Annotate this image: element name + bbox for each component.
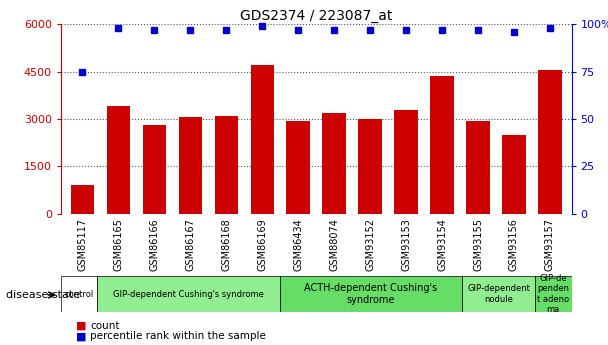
Text: GSM85117: GSM85117 <box>77 218 88 272</box>
Text: GSM93157: GSM93157 <box>545 218 555 272</box>
Text: GSM88074: GSM88074 <box>329 218 339 272</box>
Bar <box>359 119 382 214</box>
Text: GSM93154: GSM93154 <box>437 218 447 272</box>
Bar <box>538 70 562 214</box>
Text: GSM93155: GSM93155 <box>473 218 483 272</box>
Text: GSM93153: GSM93153 <box>401 218 411 272</box>
Text: ACTH-dependent Cushing's
syndrome: ACTH-dependent Cushing's syndrome <box>305 283 437 305</box>
Text: GIP-dependent
nodule: GIP-dependent nodule <box>467 284 530 304</box>
Text: GIP-dependent Cushing's syndrome: GIP-dependent Cushing's syndrome <box>113 289 264 299</box>
Text: ■: ■ <box>76 332 86 341</box>
Bar <box>502 135 526 214</box>
Bar <box>250 65 274 214</box>
Bar <box>430 76 454 214</box>
Bar <box>143 125 166 214</box>
Text: control: control <box>64 289 94 299</box>
Bar <box>322 113 346 214</box>
Bar <box>179 117 202 214</box>
Text: GSM86165: GSM86165 <box>113 218 123 272</box>
Text: GSM93156: GSM93156 <box>509 218 519 272</box>
Bar <box>395 110 418 214</box>
Bar <box>286 121 310 214</box>
Text: percentile rank within the sample: percentile rank within the sample <box>90 332 266 341</box>
Bar <box>280 276 462 312</box>
Bar <box>535 276 572 312</box>
Text: count: count <box>90 321 120 331</box>
Bar <box>61 276 97 312</box>
Text: GSM86166: GSM86166 <box>150 219 159 271</box>
Text: GSM86434: GSM86434 <box>293 219 303 271</box>
Bar <box>97 276 280 312</box>
Title: GDS2374 / 223087_at: GDS2374 / 223087_at <box>240 9 392 23</box>
Text: GIP-de
penden
t adeno
ma: GIP-de penden t adeno ma <box>537 274 569 314</box>
Text: GSM86168: GSM86168 <box>221 219 231 271</box>
Text: disease state: disease state <box>6 290 80 300</box>
Bar <box>71 186 94 214</box>
Text: GSM86169: GSM86169 <box>257 219 267 271</box>
Text: GSM93152: GSM93152 <box>365 218 375 272</box>
Bar <box>106 106 130 214</box>
Text: ■: ■ <box>76 321 86 331</box>
Bar <box>462 276 535 312</box>
Bar <box>215 116 238 214</box>
Text: GSM86167: GSM86167 <box>185 218 195 272</box>
Bar <box>466 121 489 214</box>
